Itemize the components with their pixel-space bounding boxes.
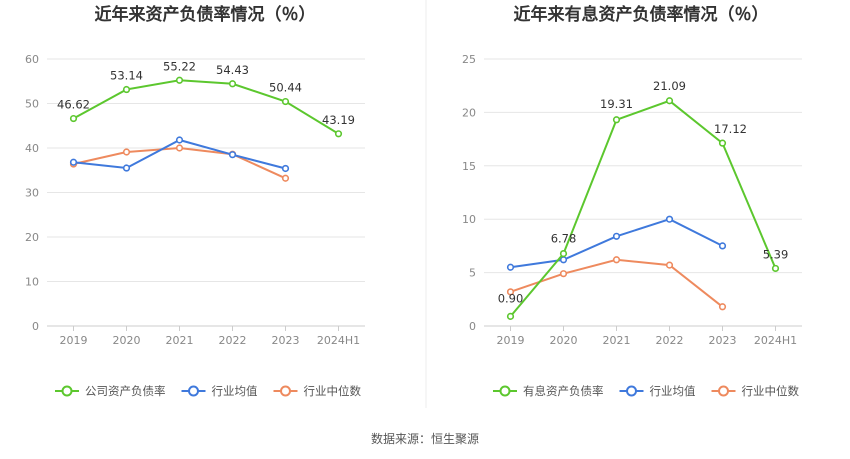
x-tick-label: 2023 [709, 334, 737, 347]
y-tick-label: 40 [25, 142, 39, 155]
data-point [559, 256, 568, 264]
data-point [771, 264, 780, 273]
y-tick-label: 60 [25, 53, 39, 66]
y-tick-label: 10 [462, 213, 476, 226]
y-tick-label: 10 [25, 276, 39, 289]
x-tick-label: 2019 [497, 334, 525, 347]
series-line-1 [73, 79, 340, 135]
data-point [612, 256, 621, 264]
legend-item-3: 行业中位数 [711, 384, 800, 398]
data-point [665, 215, 674, 223]
chart-2: 近年来有息资产负债率情况（％） 0 5 10 15 20 25 2019 2020 2021 202… [462, 4, 802, 398]
data-point [69, 114, 78, 123]
data-point [122, 148, 131, 156]
chart-1: 近年来资产负债率情况（％） 0 10 20 30 40 50 60 2019 2020 2021 20… [25, 4, 365, 398]
x-tick-label: 2024H1 [317, 334, 360, 347]
legend-marker [499, 385, 511, 397]
x-tick-label: 2023 [272, 334, 300, 347]
legend-item-3: 行业中位数 [273, 384, 362, 398]
data-label: 50.44 [269, 81, 302, 95]
data-point [69, 158, 78, 166]
data-label: 54.43 [216, 63, 249, 77]
legend-item-1: 有息资产负债率 [493, 384, 604, 398]
legend-marker [61, 385, 73, 397]
legend-label: 行业中位数 [304, 384, 362, 398]
data-point [175, 144, 184, 152]
data-point [175, 76, 184, 84]
series-line-3 [510, 258, 724, 308]
legend-item-2: 行业均值 [619, 384, 696, 398]
data-point [718, 139, 727, 147]
data-point [506, 312, 515, 320]
x-tick-label: 2022 [219, 334, 247, 347]
y-tick-label: 0 [469, 320, 476, 333]
data-point [281, 97, 290, 106]
x-tick-label: 2024H1 [754, 334, 797, 347]
data-point [718, 303, 727, 311]
y-tick-label: 0 [32, 320, 39, 333]
data-label: 19.31 [600, 97, 633, 111]
chart-title: 近年来资产负债率情况（％） [95, 4, 316, 25]
data-point [122, 85, 131, 94]
data-label: 17.12 [714, 122, 747, 136]
x-tick-label: 2021 [166, 334, 194, 347]
series-line-1 [509, 99, 777, 318]
data-point [334, 130, 343, 138]
legend-label: 公司资产负债率 [85, 384, 166, 398]
data-point [559, 270, 568, 278]
x-tick-label: 2021 [603, 334, 631, 347]
legend-marker [280, 385, 291, 397]
legend-marker [626, 385, 637, 397]
data-point [175, 136, 184, 144]
data-source-text: 数据来源：恒生聚源 [371, 431, 479, 446]
data-label: 53.14 [110, 69, 143, 83]
data-label: 43.19 [322, 113, 355, 127]
data-label: 46.62 [57, 98, 90, 112]
data-point [665, 261, 674, 269]
legend-label: 有息资产负债率 [523, 384, 604, 398]
x-tick-label: 2019 [60, 334, 88, 347]
y-tick-label: 20 [25, 231, 39, 244]
y-tick-label: 30 [25, 187, 39, 200]
data-label: 6.78 [551, 232, 577, 246]
data-point [665, 97, 674, 105]
x-tick-label: 2022 [656, 334, 684, 347]
x-tick-label: 2020 [113, 334, 141, 347]
data-label: 5.39 [763, 247, 789, 261]
chart-title: 近年来有息资产负债率情况（％） [514, 4, 769, 25]
data-point [281, 174, 290, 182]
data-point [228, 151, 237, 159]
x-tick-label: 2020 [550, 334, 578, 347]
data-point [281, 164, 290, 173]
data-point [559, 249, 568, 258]
legend-label: 行业中位数 [742, 384, 800, 398]
legend-item-2: 行业均值 [181, 384, 258, 398]
y-tick-label: 5 [469, 267, 476, 280]
y-tick-label: 25 [462, 53, 476, 66]
data-point [122, 164, 131, 172]
data-point [228, 80, 237, 88]
data-label: 21.09 [653, 79, 686, 93]
legend-item-1: 公司资产负债率 [55, 384, 166, 398]
data-label: 0.90 [498, 291, 524, 305]
y-tick-label: 15 [462, 160, 476, 173]
data-point [612, 232, 621, 240]
series-line-3 [73, 146, 286, 180]
legend-marker [718, 385, 729, 397]
data-point [506, 263, 515, 271]
data-point [612, 116, 621, 124]
legend-label: 行业均值 [212, 384, 258, 398]
legend-marker [188, 385, 199, 397]
y-tick-label: 50 [25, 98, 39, 111]
data-point [718, 242, 727, 250]
legend-label: 行业均值 [650, 384, 696, 398]
data-label: 55.22 [163, 59, 196, 73]
data-point [506, 288, 515, 296]
y-tick-label: 20 [462, 106, 476, 119]
